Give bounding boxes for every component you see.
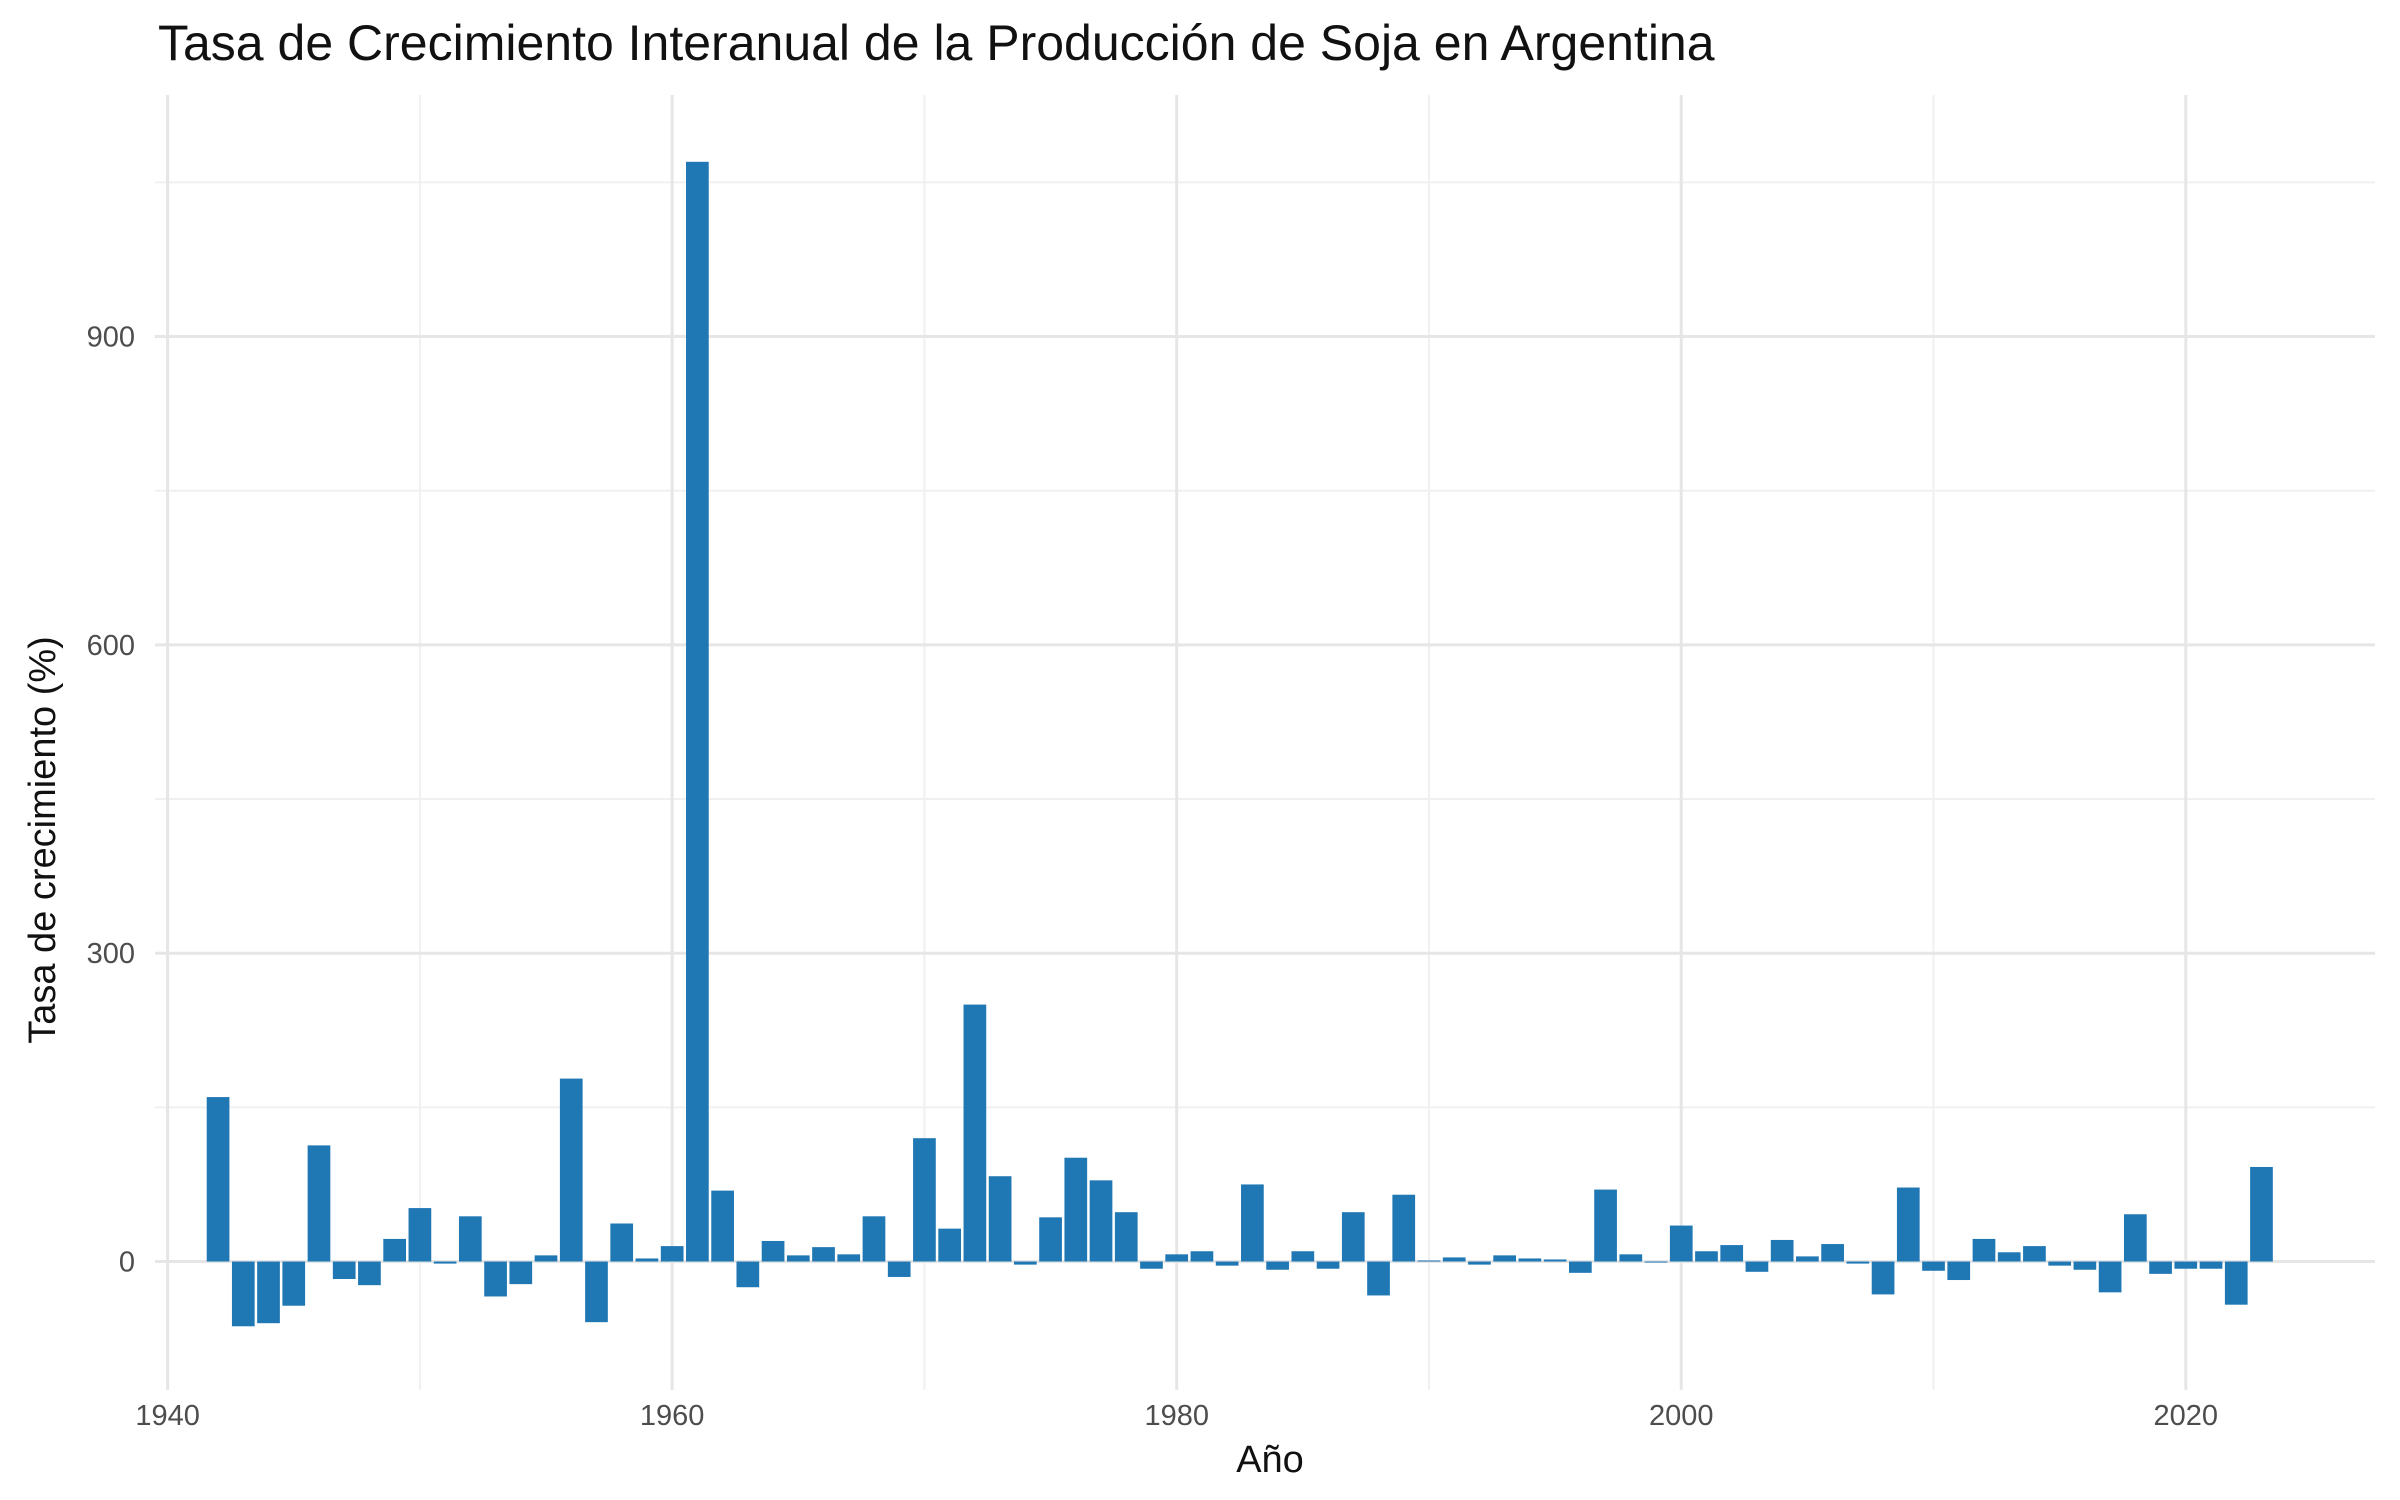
bar-2001 [1695,1251,1718,1262]
bar-1977 [1089,1180,1113,1262]
bar-1946 [307,1145,331,1262]
bar-1974 [1013,1261,1037,1265]
bar-2020 [2174,1261,2198,1269]
bar-2013 [1997,1252,2021,1262]
bar-2014 [2023,1246,2046,1262]
y-tick-label: 900 [87,322,135,354]
bar-2010 [1922,1261,1945,1271]
x-tick-label: 1980 [1144,1400,1209,1432]
bar-1971 [938,1228,962,1262]
bar-1975 [1039,1217,1062,1262]
bar-1991 [1442,1257,1466,1262]
bar-2005 [1796,1256,1819,1262]
bar-1992 [1468,1261,1491,1265]
bar-1958 [610,1223,634,1262]
bar-2022 [2224,1261,2248,1305]
grid-lines [155,95,2375,1390]
x-tick-label: 2000 [1649,1400,1714,1432]
y-tick-label: 600 [87,630,135,662]
bar-2021 [2199,1261,2223,1269]
chart-title: Tasa de Crecimiento Interanual de la Pro… [158,15,1715,71]
bar-1955 [534,1255,558,1262]
bar-1998 [1619,1254,1643,1262]
bar-1993 [1493,1255,1517,1262]
bar-1965 [786,1255,810,1262]
bar-2007 [1846,1261,1870,1264]
x-tick-label: 1960 [640,1400,705,1432]
bar-1968 [862,1216,886,1262]
bar-1995 [1543,1259,1567,1262]
bar-1994 [1518,1258,1542,1262]
bar-1966 [812,1247,835,1262]
bar-1953 [484,1261,507,1297]
bar-1961 [686,161,709,1262]
bar-2000 [1669,1225,1693,1262]
bar-1951 [433,1261,457,1264]
bar-1996 [1568,1261,1592,1273]
bar-1999 [1644,1261,1668,1263]
bar-1982 [1215,1261,1239,1266]
y-tick-label: 300 [87,938,135,970]
bars [206,161,2273,1327]
bar-1969 [887,1261,911,1277]
bar-1948 [358,1261,381,1286]
y-tick-label: 0 [119,1247,135,1279]
x-tick-label: 2020 [2154,1400,2219,1432]
y-axis-title: Tasa de crecimiento (%) [22,636,64,1044]
bar-1997 [1594,1189,1617,1262]
bar-1985 [1291,1251,1315,1262]
bar-2015 [2048,1261,2072,1266]
bar-1957 [585,1261,608,1323]
bar-1960 [660,1246,684,1262]
bar-1952 [458,1216,482,1262]
bar-1963 [736,1261,760,1288]
bar-2002 [1720,1245,1744,1262]
bar-1981 [1190,1251,1214,1262]
bar-2006 [1821,1244,1844,1262]
bar-1943 [231,1261,255,1327]
bar-2008 [1871,1261,1895,1295]
bar-1983 [1241,1184,1264,1262]
bar-1972 [963,1004,987,1262]
x-tick-label: 1940 [135,1400,200,1432]
bar-1967 [837,1254,861,1262]
bar-2017 [2098,1261,2122,1293]
bar-1954 [509,1261,533,1285]
bar-1986 [1316,1261,1340,1269]
bar-2003 [1745,1261,1769,1272]
bar-1945 [282,1261,306,1306]
bar-1964 [761,1240,785,1262]
bar-1962 [711,1190,734,1262]
bar-1956 [559,1078,583,1262]
bar-2023 [2250,1166,2273,1262]
bar-2018 [2123,1214,2147,1262]
bar-1987 [1341,1212,1365,1262]
bar-1970 [913,1138,936,1262]
bar-1979 [1140,1261,1163,1269]
bar-1976 [1064,1157,1088,1262]
y-tick-labels: 0 300 600 900 [87,322,135,1279]
bar-1949 [383,1238,407,1262]
bar-1980 [1165,1254,1189,1262]
bar-1978 [1114,1212,1138,1262]
bar-1950 [408,1208,432,1262]
bar-2016 [2073,1261,2097,1270]
bar-1973 [988,1176,1012,1262]
bar-1942 [206,1097,230,1262]
bar-1990 [1417,1260,1441,1262]
bar-1989 [1392,1194,1416,1262]
bar-1947 [332,1261,356,1279]
bar-2011 [1947,1261,1971,1281]
bar-1988 [1367,1261,1390,1296]
bar-2009 [1896,1187,1920,1262]
bar-2012 [1972,1238,1996,1262]
bar-1944 [257,1261,280,1324]
bar-2004 [1770,1239,1794,1262]
bar-1984 [1266,1261,1289,1270]
bar-2019 [2149,1261,2172,1274]
bar-1959 [635,1258,659,1262]
x-tick-labels: 1940 1960 1980 2000 2020 [135,1400,2218,1432]
x-axis-title: Año [1236,1439,1304,1481]
